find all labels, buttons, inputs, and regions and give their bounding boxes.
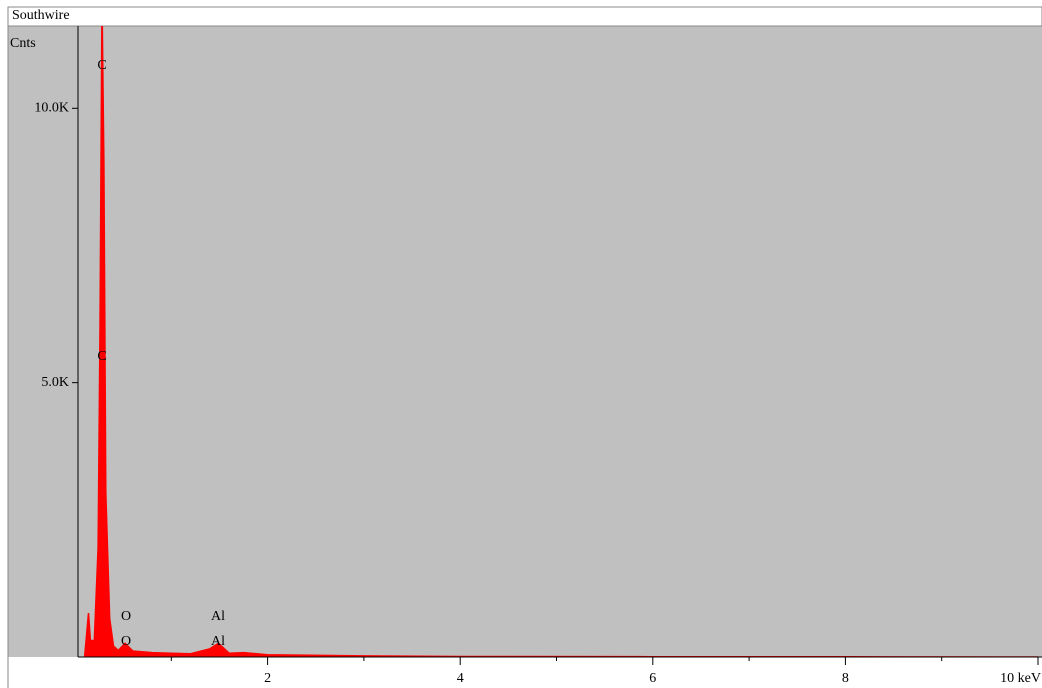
plot-area: [83, 26, 1039, 657]
x-tick-label: 10 keV: [1000, 671, 1041, 686]
peak-label: C: [97, 58, 106, 73]
peak-label: Al: [211, 609, 225, 624]
x-tick-label: 2: [264, 671, 271, 686]
spectrum-line: [83, 26, 1039, 657]
y-tick-label: 10.0K: [34, 101, 69, 116]
x-tick-label: 8: [842, 671, 849, 686]
y-tick-label: 5.0K: [41, 375, 69, 390]
peak-label: O: [121, 634, 131, 649]
peak-label: O: [121, 609, 131, 624]
peak-label: C: [97, 349, 106, 364]
y-axis-label: Cnts: [10, 36, 36, 51]
peak-label: Al: [211, 634, 225, 649]
plot-background: [8, 26, 1042, 657]
x-tick-label: 4: [457, 671, 464, 686]
x-tick-label: 6: [649, 671, 656, 686]
title-bar: [7, 6, 1042, 27]
chart-title: Southwire: [12, 8, 70, 23]
